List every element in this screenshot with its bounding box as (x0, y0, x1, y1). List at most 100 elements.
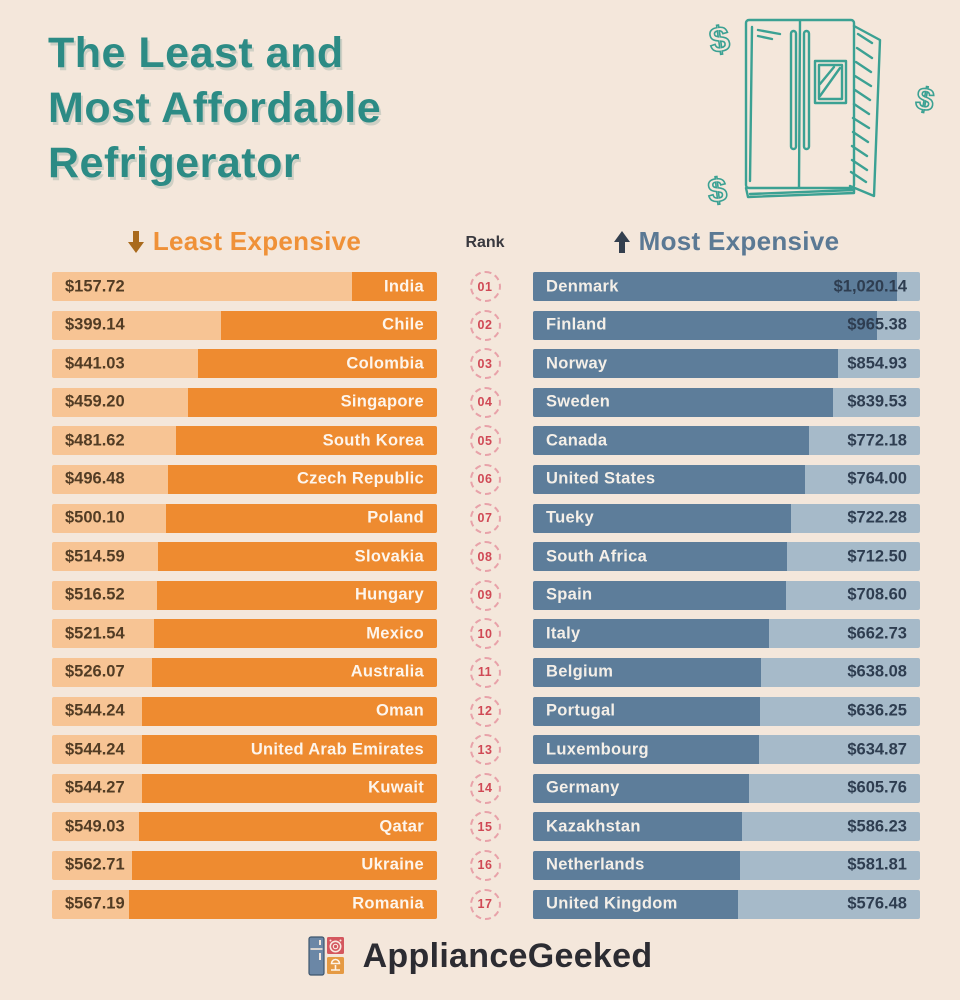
table-row: $496.48 Czech Republic 06 United States $764… (52, 463, 960, 495)
least-bar-fill (167, 464, 437, 494)
rank-cell: 01 (437, 271, 533, 302)
rank-badge: 06 (469, 463, 501, 495)
rank-cell: 16 (437, 849, 533, 881)
least-bar-fill (351, 272, 437, 301)
least-country-label: Australia (350, 662, 424, 681)
rank-badge: 03 (469, 348, 501, 380)
rank-cell: 11 (437, 656, 533, 688)
most-expensive-bar: Sweden $839.53 (533, 387, 920, 417)
most-expensive-label: Most Expensive (638, 226, 840, 256)
most-country-label: Portugal (546, 701, 616, 720)
least-expensive-bar: $544.27 Kuwait (52, 773, 437, 803)
least-country-label: Colombia (346, 354, 424, 373)
most-expensive-bar: Tueky $722.28 (533, 503, 920, 533)
most-country-label: Italy (546, 624, 581, 643)
table-row: $399.14 Chile 02 Finland $965.38 (52, 309, 960, 341)
rank-badge: 15 (469, 811, 501, 843)
least-bar-fill (139, 812, 437, 842)
rank-cell: 03 (437, 348, 533, 380)
least-price-label: $544.24 (65, 701, 125, 720)
rank-badge: 08 (469, 541, 501, 573)
most-country-label: United Kingdom (546, 894, 678, 913)
fridge-illustration: $ $ $ (700, 4, 945, 222)
least-expensive-bar: $567.19 Romania (52, 889, 437, 919)
most-expensive-bar: Italy $662.73 (533, 619, 920, 649)
least-expensive-bar: $459.20 Singapore (52, 387, 437, 417)
least-price-label: $521.54 (65, 624, 125, 643)
least-price-label: $567.19 (65, 894, 125, 913)
most-price-label: $662.73 (847, 624, 907, 643)
least-expensive-bar: $516.52 Hungary (52, 580, 437, 610)
least-country-label: Singapore (340, 392, 424, 411)
most-country-label: Sweden (546, 392, 611, 411)
table-row: $481.62 South Korea 05 Canada $772.18 (52, 425, 960, 457)
rank-cell: 15 (437, 811, 533, 843)
table-row: $459.20 Singapore 04 Sweden $839.53 (52, 386, 960, 418)
rank-cell: 04 (437, 386, 533, 418)
least-country-label: India (383, 277, 424, 295)
most-price-label: $1,020.14 (833, 277, 907, 295)
least-bar-fill (151, 657, 437, 687)
most-expensive-bar: Germany $605.76 (533, 773, 920, 803)
most-bar-fill (533, 542, 788, 572)
least-country-label: Mexico (366, 624, 424, 643)
most-expensive-bar: Spain $708.60 (533, 580, 920, 610)
rank-cell: 17 (437, 888, 533, 920)
rank-cell: 05 (437, 425, 533, 457)
most-country-label: Kazakhstan (546, 817, 641, 836)
most-price-label: $636.25 (847, 701, 907, 720)
most-bar-fill (533, 272, 897, 301)
most-country-label: Norway (546, 354, 608, 373)
rank-cell: 02 (437, 309, 533, 341)
most-expensive-bar: Finland $965.38 (533, 310, 920, 340)
most-bar-fill (533, 580, 786, 610)
least-bar-fill (154, 619, 437, 649)
least-price-label: $562.71 (65, 855, 125, 874)
rank-badge: 07 (469, 502, 501, 534)
most-bar-fill (533, 773, 749, 803)
most-bar-fill (533, 812, 742, 842)
most-bar-fill (533, 619, 770, 649)
most-country-label: Luxembourg (546, 740, 649, 759)
least-price-label: $496.48 (65, 469, 125, 488)
least-country-label: South Korea (322, 431, 424, 450)
least-country-label: Qatar (379, 817, 424, 836)
least-country-label: Oman (376, 701, 424, 720)
brand-logo-icon (307, 936, 344, 976)
most-country-label: Denmark (546, 277, 619, 295)
least-expensive-bar: $441.03 Colombia (52, 349, 437, 379)
most-bar-fill (533, 464, 806, 494)
most-country-label: Germany (546, 778, 620, 797)
most-price-label: $839.53 (847, 392, 907, 411)
table-row: $544.24 Oman 12 Portugal $636.25 (52, 695, 960, 727)
least-bar-fill (197, 349, 437, 379)
table-row: $544.27 Kuwait 14 Germany $605.76 (52, 772, 960, 804)
most-expensive-header: Most Expensive (533, 226, 920, 257)
least-country-label: Czech Republic (296, 469, 424, 488)
most-price-label: $605.76 (847, 778, 907, 797)
least-price-label: $516.52 (65, 585, 125, 604)
rank-badge: 17 (469, 888, 501, 920)
least-bar-fill (165, 503, 437, 533)
most-bar-fill (533, 657, 761, 687)
least-bar-fill (141, 696, 437, 726)
most-country-label: Spain (546, 585, 593, 604)
rank-badge: 13 (469, 734, 501, 766)
most-bar-fill (533, 696, 760, 726)
least-price-label: $157.72 (65, 277, 125, 295)
rank-cell: 09 (437, 579, 533, 611)
rank-cell: 06 (437, 463, 533, 495)
rank-header: Rank (465, 234, 505, 251)
down-arrow-icon (127, 230, 144, 253)
table-row: $516.52 Hungary 09 Spain $708.60 (52, 579, 960, 611)
most-bar-fill (533, 850, 741, 880)
most-country-label: Finland (546, 315, 607, 334)
rank-cell: 07 (437, 502, 533, 534)
table-row: $549.03 Qatar 15 Kazakhstan $586.23 (52, 811, 960, 843)
least-expensive-bar: $526.07 Australia (52, 657, 437, 687)
rank-badge: 10 (469, 618, 501, 650)
most-price-label: $965.38 (847, 315, 907, 334)
least-expensive-bar: $157.72 India (52, 272, 437, 301)
least-expensive-bar: $481.62 South Korea (52, 426, 437, 456)
